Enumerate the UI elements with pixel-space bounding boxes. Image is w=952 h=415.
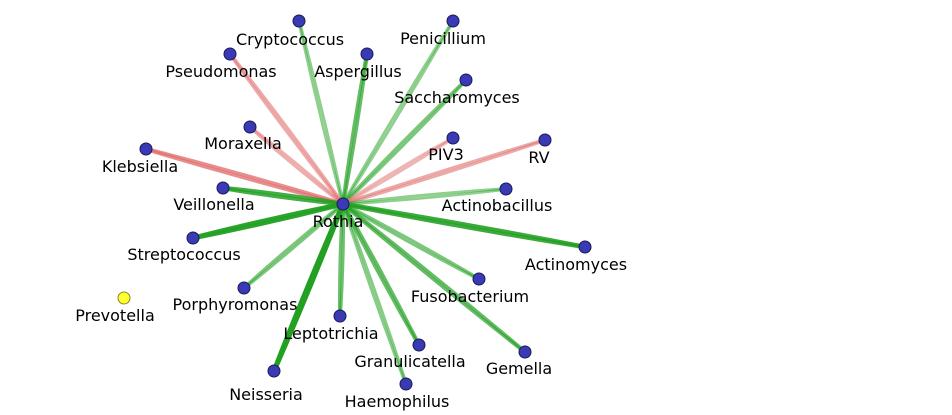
edge-rothia-pseudomonas	[228, 52, 345, 206]
edge-strand	[221, 185, 345, 206]
node-rothia[interactable]	[336, 197, 350, 211]
edge-strand	[341, 19, 454, 206]
edge-rothia-veillonella	[221, 185, 345, 207]
label-layer: Rothia Cryptococcus Penicillium Pseudomonas…	[75, 29, 627, 411]
edge-rothia-penicillium	[341, 19, 455, 206]
node-label-haemophilus: Haemophilus	[345, 392, 450, 411]
edge-strand	[271, 201, 345, 373]
edge-strand	[341, 202, 527, 354]
edge-strand	[228, 52, 345, 206]
node-cryptococcus[interactable]	[292, 14, 306, 28]
node-actinomyces[interactable]	[578, 240, 592, 254]
edge-strand	[228, 52, 345, 206]
node-label-neisseria: Neisseria	[229, 385, 303, 404]
edge-strand	[341, 202, 407, 386]
edge-strand	[341, 78, 468, 206]
edge-strand	[341, 137, 455, 206]
edge-rothia-actinomyces	[341, 201, 587, 250]
edge-layer	[144, 19, 587, 386]
edge-strand	[341, 139, 547, 206]
edge-rothia-actinobacillus	[341, 187, 508, 206]
edge-strand	[298, 19, 345, 206]
edge-rothia-saccharomyces	[341, 78, 468, 206]
node-label-leptotrichia: Leptotrichia	[283, 324, 378, 343]
node-prevotella[interactable]	[117, 291, 131, 305]
node-layer	[117, 14, 592, 391]
node-streptococcus[interactable]	[186, 231, 200, 245]
edge-rothia-piv3	[341, 136, 455, 206]
edge-strand	[341, 52, 370, 206]
node-pseudomonas[interactable]	[223, 47, 237, 61]
node-klebsiella[interactable]	[139, 142, 153, 156]
edge-rothia-moraxella	[248, 125, 345, 206]
edge-strand	[248, 125, 345, 206]
node-rv[interactable]	[538, 133, 552, 147]
edge-strand	[341, 187, 508, 205]
node-label-rv: RV	[528, 148, 549, 167]
edge-strand	[248, 125, 345, 206]
node-label-actinobacillus: Actinobacillus	[442, 196, 553, 215]
edge-rothia-rv	[341, 138, 547, 206]
edge-rothia-cryptococcus	[297, 19, 345, 206]
edge-strand	[341, 138, 547, 205]
node-actinobacillus[interactable]	[499, 182, 513, 196]
edge-strand	[338, 202, 346, 318]
edge-strand	[297, 19, 344, 206]
node-label-penicillium: Penicillium	[400, 29, 486, 48]
edge-rothia-leptotrichia	[337, 202, 346, 318]
node-label-klebsiella: Klebsiella	[102, 157, 178, 176]
node-haemophilus[interactable]	[399, 377, 413, 391]
edge-rothia-aspergillus	[340, 52, 370, 206]
node-label-aspergillus: Aspergillus	[314, 62, 402, 81]
edge-strand	[341, 202, 422, 347]
node-label-veillonella: Veillonella	[173, 195, 254, 214]
node-aspergillus[interactable]	[360, 47, 374, 61]
node-label-actinomyces: Actinomyces	[525, 255, 627, 274]
edge-strand	[340, 52, 369, 206]
node-leptotrichia[interactable]	[333, 309, 347, 323]
node-label-rothia: Rothia	[313, 212, 364, 231]
node-saccharomyces[interactable]	[459, 73, 473, 87]
edge-rothia-gemella	[341, 202, 527, 354]
node-label-prevotella: Prevotella	[75, 306, 155, 325]
edge-strand	[341, 202, 527, 354]
edge-rothia-haemophilus	[341, 202, 408, 386]
node-label-fusobacterium: Fusobacterium	[411, 287, 529, 306]
node-veillonella[interactable]	[216, 181, 230, 195]
node-piv3[interactable]	[446, 131, 460, 145]
node-neisseria[interactable]	[267, 364, 281, 378]
edge-strand	[144, 146, 345, 206]
node-label-granulicatella: Granulicatella	[354, 352, 465, 371]
node-label-saccharomyces: Saccharomyces	[394, 88, 520, 107]
edge-strand	[342, 19, 455, 206]
edge-strand	[337, 202, 345, 318]
node-penicillium[interactable]	[446, 14, 460, 28]
node-porphyromonas[interactable]	[237, 281, 251, 295]
node-label-moraxella: Moraxella	[204, 134, 282, 153]
edge-strand	[341, 202, 587, 250]
node-fusobacterium[interactable]	[472, 272, 486, 286]
node-label-pseudomonas: Pseudomonas	[165, 62, 276, 81]
edge-strand	[341, 136, 455, 205]
edge-strand	[190, 201, 345, 240]
edge-rothia-streptococcus	[190, 201, 346, 241]
edge-strand	[242, 202, 345, 290]
edge-rothia-porphyromonas	[242, 202, 345, 290]
node-label-piv3: PIV3	[428, 145, 464, 164]
node-label-streptococcus: Streptococcus	[127, 245, 240, 264]
edge-strand	[342, 202, 408, 386]
node-gemella[interactable]	[518, 345, 532, 359]
edge-strand	[242, 202, 345, 290]
node-moraxella[interactable]	[243, 120, 257, 134]
edge-strand	[341, 188, 508, 206]
edge-strand	[341, 202, 481, 281]
edge-rothia-neisseria	[271, 201, 346, 374]
node-label-porphyromonas: Porphyromonas	[173, 295, 298, 314]
node-granulicatella[interactable]	[412, 338, 426, 352]
edge-strand	[341, 78, 468, 206]
node-label-gemella: Gemella	[486, 359, 552, 378]
node-label-cryptococcus: Cryptococcus	[236, 30, 344, 49]
